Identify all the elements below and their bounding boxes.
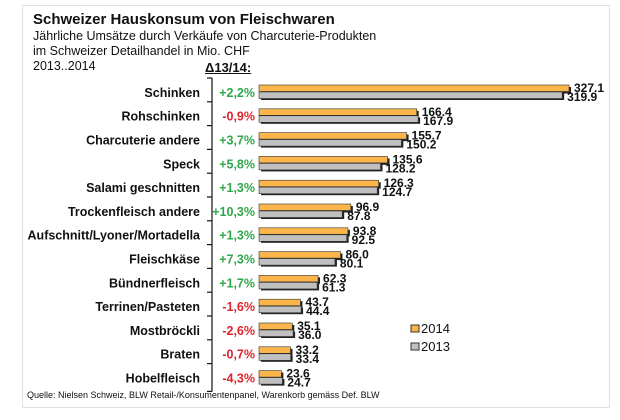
value-label-2014: 23.6 (286, 367, 310, 381)
bar-2014 (258, 132, 407, 140)
bar-2013 (258, 258, 336, 266)
value-label-2013: 80.1 (340, 257, 364, 271)
category-label: Trockenfleisch andere (68, 205, 200, 219)
value-label-2014: 43.7 (305, 295, 329, 309)
value-label-2013: 92.5 (352, 233, 376, 247)
category-label: Fleischkäse (129, 253, 200, 267)
change-pct-label: +5,8% (219, 157, 255, 171)
value-label-2013: 128.2 (385, 161, 415, 175)
change-pct-label: +1,3% (219, 229, 255, 243)
bar-2013 (258, 282, 318, 290)
bar-2014 (258, 179, 379, 187)
value-label-2014: 135.6 (393, 152, 423, 166)
bar-2013 (258, 353, 291, 361)
change-pct-label: +1,7% (219, 276, 255, 290)
bar-2014 (258, 251, 341, 259)
chart-subtitle-line2: im Schweizer Detailhandel in Mio. CHF (33, 44, 250, 58)
bar-2013 (258, 163, 381, 171)
value-label-2013: 150.2 (406, 138, 436, 152)
change-pct-label: +7,3% (219, 253, 255, 267)
chart-period: 2013..2014 (33, 59, 96, 73)
value-label-2014: 327.1 (574, 81, 604, 95)
bar-2014 (258, 156, 388, 164)
value-label-2013: 61.3 (322, 280, 346, 294)
bar-2013 (258, 377, 283, 385)
value-label-2013: 33.4 (296, 352, 320, 366)
chart-frame (22, 5, 610, 408)
category-label: Bündnerfleisch (109, 276, 200, 290)
value-label-2014: 166.4 (422, 105, 452, 119)
value-label-2013: 87.8 (347, 209, 371, 223)
bar-2013 (258, 210, 343, 218)
bar-2013 (258, 305, 302, 314)
bar-2014 (258, 203, 352, 211)
value-label-2013: 124.7 (382, 185, 412, 199)
change-pct-label: -1,6% (222, 300, 255, 314)
value-label-2013: 319.9 (567, 90, 597, 104)
bar-2013 (258, 139, 402, 147)
chart-subtitle-line1: Jährliche Umsätze durch Verkäufe von Cha… (33, 29, 377, 43)
bar-2013 (258, 186, 378, 194)
value-label-2014: 33.2 (295, 343, 319, 357)
category-label: Schinken (144, 86, 200, 100)
change-pct-label: -4,3% (222, 372, 255, 386)
bar-2014 (258, 298, 301, 307)
bar-2014 (258, 275, 319, 283)
value-label-2014: 96.9 (356, 200, 380, 214)
value-label-2014: 155.7 (412, 129, 442, 143)
category-label: Speck (163, 157, 200, 171)
change-pct-label: -2,6% (222, 324, 255, 338)
category-label: Rohschinken (122, 110, 201, 124)
value-label-2013: 44.4 (306, 304, 330, 318)
category-label: Terrinen/Pasteten (95, 300, 200, 314)
category-label: Salami geschnitten (86, 181, 200, 195)
category-label: Mostbröckli (130, 324, 200, 338)
bar-2013 (258, 115, 419, 123)
bar-2014 (258, 84, 570, 92)
source-note: Quelle: Nielsen Schweiz, BLW Retail-/Kon… (27, 390, 380, 400)
chart-title: Schweizer Hauskonsum von Fleischwaren (33, 11, 335, 28)
category-label: Charcuterie andere (86, 134, 200, 148)
value-label-2014: 35.1 (297, 319, 321, 333)
delta-header: Δ13/14: (205, 60, 252, 75)
bar-2014 (258, 108, 418, 116)
legend-label-2014: 2014 (421, 321, 450, 336)
legend-label-2013: 2013 (421, 339, 450, 354)
bar-2014 (258, 346, 291, 354)
value-label-2014: 62.3 (323, 271, 347, 285)
value-label-2014: 93.8 (353, 224, 377, 238)
change-pct-label: -0,7% (222, 348, 255, 362)
value-label-2013: 24.7 (287, 376, 311, 390)
value-label-2013: 167.9 (423, 114, 453, 128)
bar-2014 (258, 227, 349, 235)
bar-2013 (258, 329, 294, 337)
category-label: Hobelfleisch (126, 372, 200, 386)
category-label: Aufschnitt/Lyoner/Mortadella (28, 229, 202, 243)
value-label-2014: 86.0 (346, 248, 370, 262)
bar-2014 (258, 370, 282, 378)
legend-swatch-2013 (410, 342, 420, 351)
bar-2014 (258, 322, 293, 330)
value-label-2013: 36.0 (298, 328, 322, 342)
bar-2013 (258, 91, 563, 99)
change-pct-label: +3,7% (219, 134, 255, 148)
bar-2013 (258, 234, 347, 242)
change-pct-label: +10,3% (212, 205, 255, 219)
change-pct-label: +1,3% (219, 181, 255, 195)
change-pct-label: +2,2% (219, 86, 255, 100)
category-label: Braten (160, 348, 200, 362)
legend-swatch-2014 (410, 324, 420, 333)
value-label-2014: 126.3 (384, 176, 414, 190)
change-pct-label: -0,9% (222, 110, 255, 124)
